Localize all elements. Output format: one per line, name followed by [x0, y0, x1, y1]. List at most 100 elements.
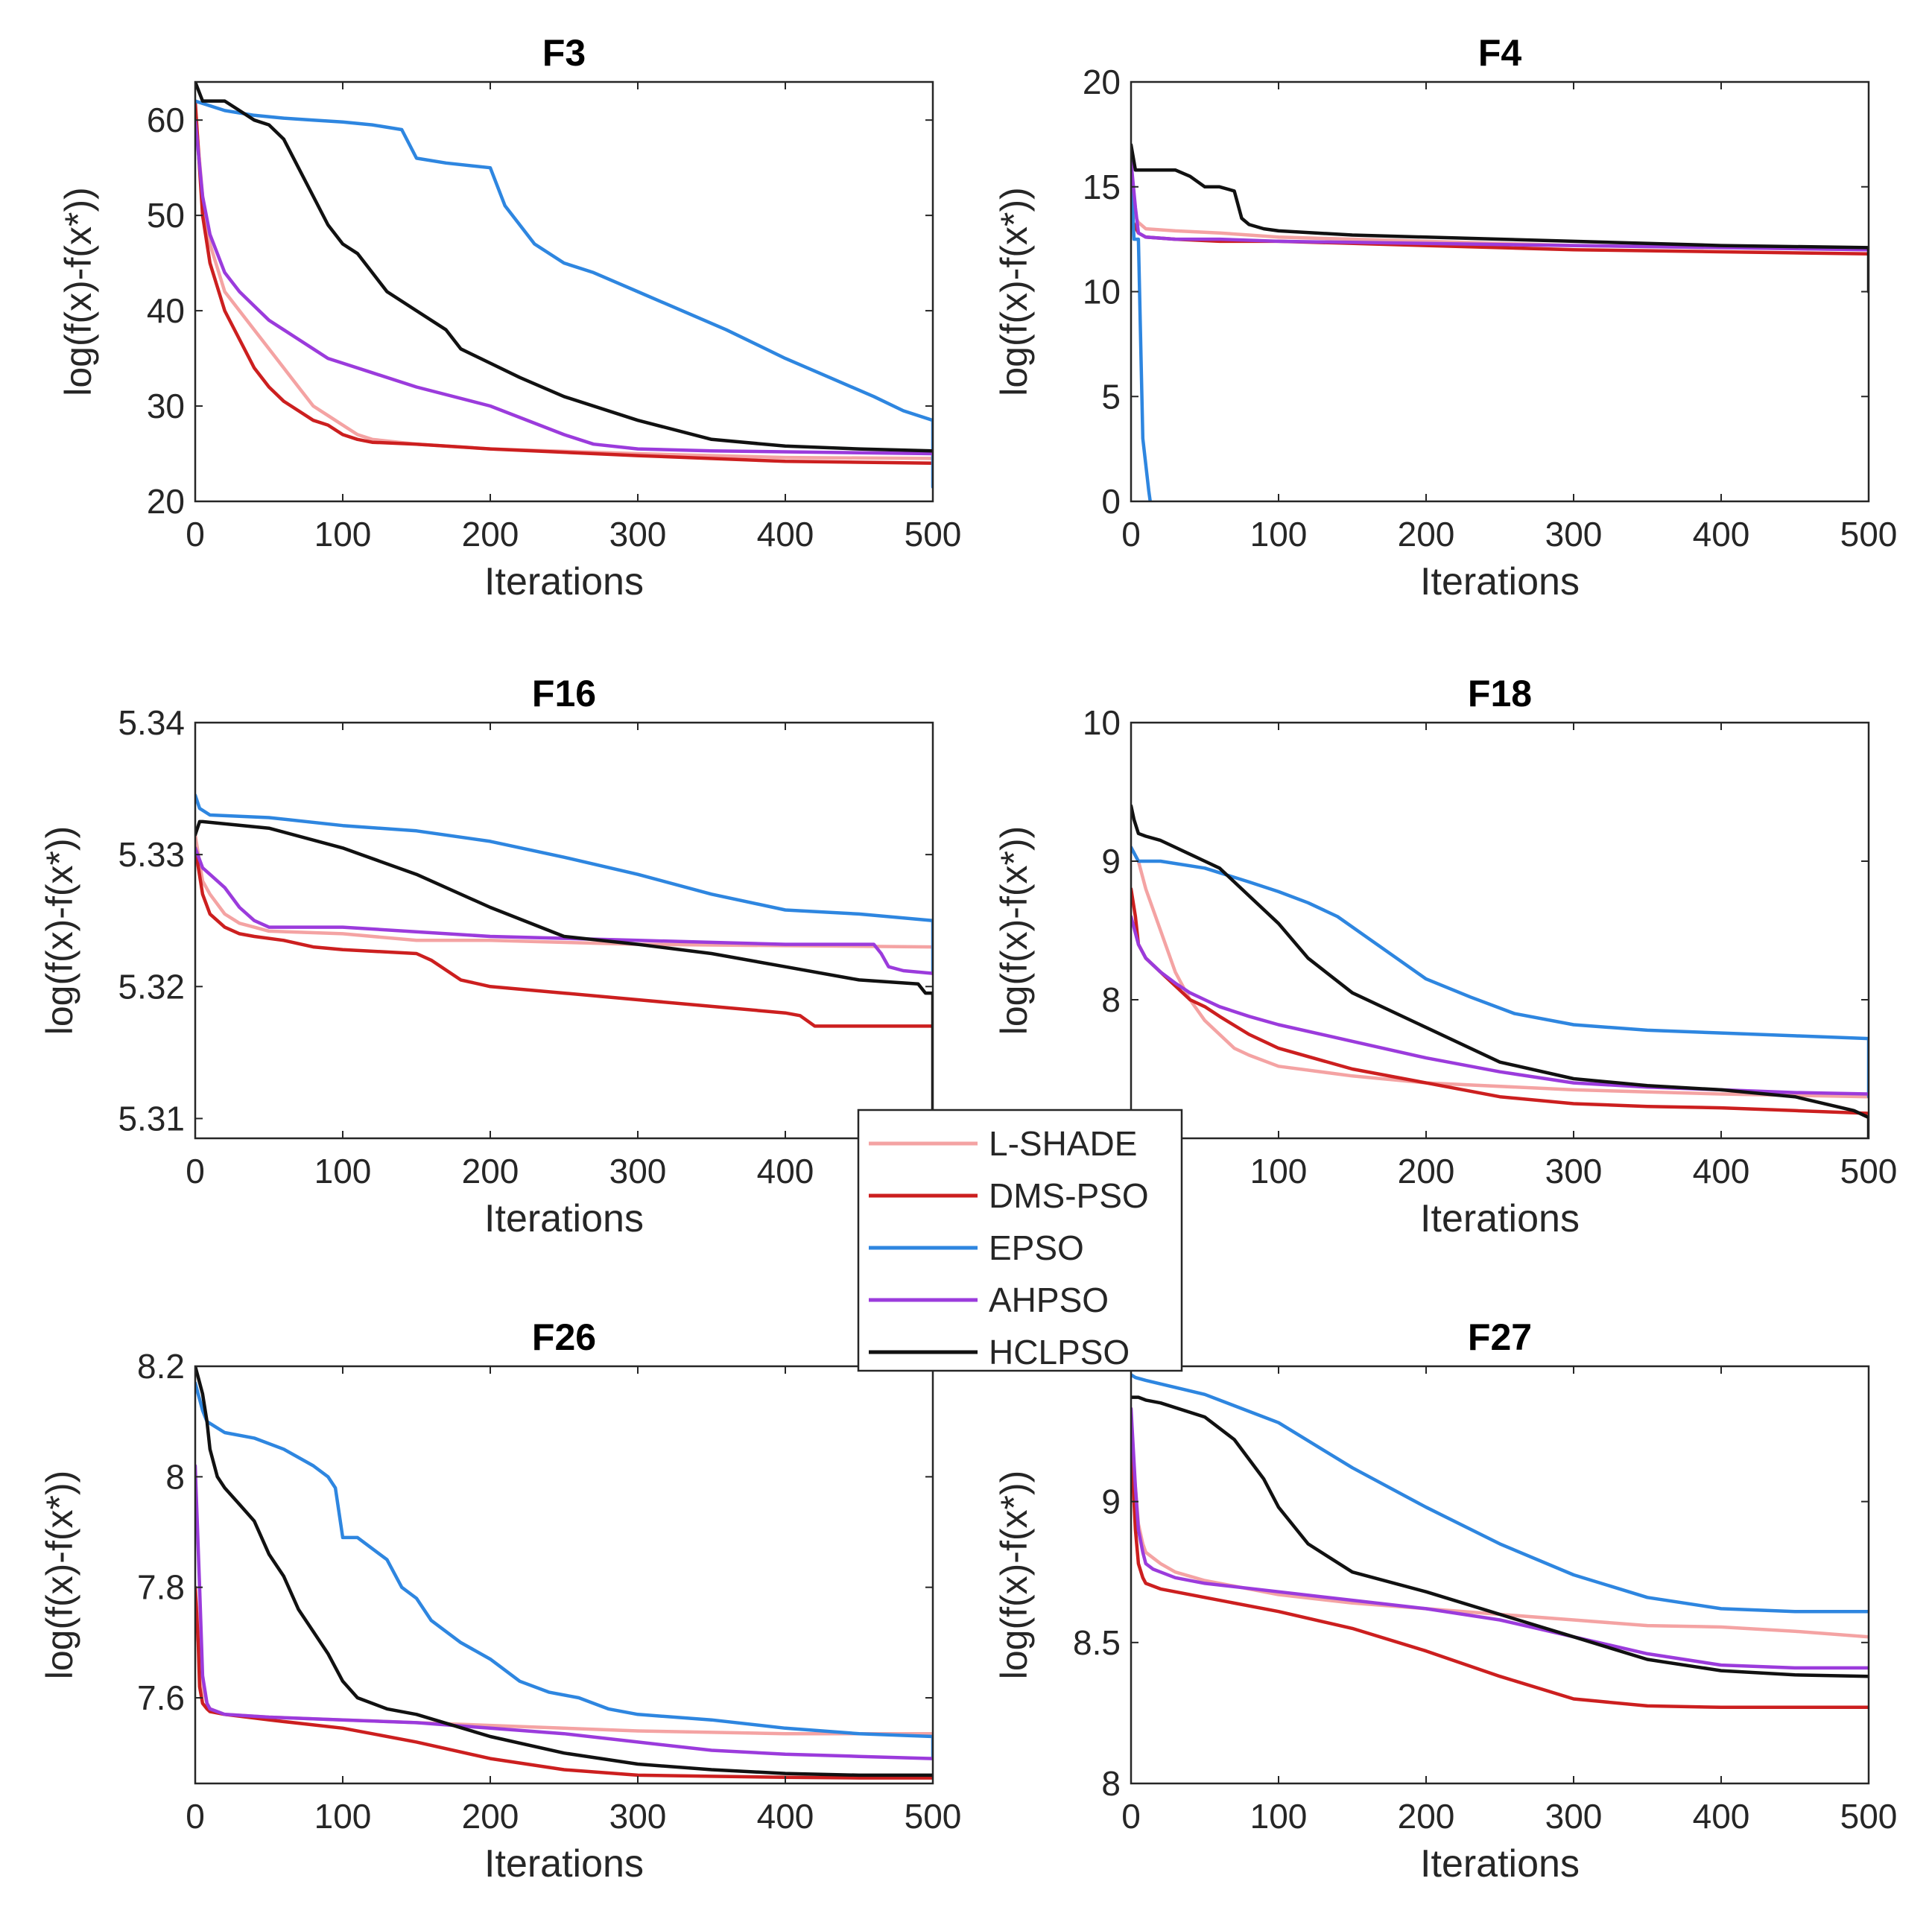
series-line-hclpso [1131, 1395, 1869, 1678]
x-tick-label: 200 [462, 515, 519, 554]
x-tick-label: 400 [1693, 1797, 1750, 1836]
chart-panel-f26: 0 100 200 300 400 500 7.6 7.8 8 8.2 F26 Iterations l… [39, 1316, 961, 1886]
x-tick-label: 300 [1545, 1797, 1603, 1836]
x-tick-label: 500 [1840, 1797, 1898, 1836]
legend-entry-dms-pso: DMS-PSO [869, 1176, 1149, 1215]
series-line-hclpso [195, 82, 933, 453]
x-tick-label: 0 [186, 1152, 205, 1190]
axes-frame [194, 721, 934, 1140]
legend-entry-hclpso: HCLPSO [869, 1333, 1130, 1371]
x-tick-label: 400 [757, 1797, 814, 1836]
series-line-epso [1131, 174, 1153, 501]
chart-title: F27 [1468, 1316, 1532, 1358]
x-tick-label: 0 [186, 515, 205, 554]
y-axis-label: log(f(x)-f(x*)) [39, 826, 80, 1036]
legend-entry-epso: EPSO [869, 1228, 1084, 1267]
chart-panel-f18: 010020030040050078910F18Iterationslog(f(… [993, 673, 1897, 1240]
y-tick-label: 8 [1101, 980, 1121, 1019]
x-axis-label: Iterations [484, 560, 644, 603]
legend-label: EPSO [989, 1228, 1084, 1267]
x-tick-label: 400 [1693, 1152, 1750, 1190]
series-lines [1131, 143, 1869, 501]
axes-frame [194, 80, 934, 503]
x-tick-label: 0 [186, 1797, 205, 1836]
y-tick-label: 7.8 [137, 1568, 185, 1607]
axes-frame [1130, 1365, 1870, 1785]
legend: L-SHADE DMS-PSO EPSO AHPSO HCLPSO [857, 1109, 1183, 1372]
series-line-hclpso [195, 819, 933, 1138]
x-tick-label: 200 [1398, 515, 1455, 554]
x-tick-label: 500 [905, 515, 962, 554]
plot-area [1131, 1366, 1869, 1783]
x-tick-label: 100 [1250, 1152, 1308, 1190]
legend-label: AHPSO [989, 1281, 1109, 1319]
series-line-epso [195, 99, 933, 489]
x-tick-label: 100 [314, 1152, 372, 1190]
chart-title: F26 [532, 1316, 596, 1358]
plot-area [1131, 723, 1869, 1138]
y-tick-label: 5.33 [118, 835, 185, 874]
y-tick-label: 9 [1101, 1482, 1121, 1521]
x-axis-label: Iterations [484, 1842, 644, 1886]
x-tick-label: 300 [1545, 515, 1603, 554]
x-axis-label: Iterations [1420, 560, 1580, 603]
series-lines [195, 82, 933, 489]
chart-panels: 0 100 200 300 400 5002030405060F3Iterationslo… [39, 32, 1897, 1886]
chart-panel-f3: 0 100 200 300 400 500 20 30 40 50 60 F3 Iterations lo… [57, 32, 961, 603]
chart-panel-f4: 0 100 200 300 400 500 0 5 10 15 20 F4 Iterations log(… [993, 32, 1897, 603]
y-axis-label: log(f(x)-f(x*)) [993, 826, 1035, 1036]
x-tick-label: 100 [314, 515, 372, 554]
plot-area [1131, 82, 1869, 501]
series-lines [1131, 1373, 1869, 1710]
plot-area [195, 82, 933, 501]
y-tick-label: 5.31 [118, 1099, 185, 1138]
y-tick-label: 40 [147, 291, 185, 330]
y-tick-label: 20 [1083, 63, 1121, 101]
y-tick-label: 10 [1083, 703, 1121, 742]
x-tick-label: 300 [609, 1152, 667, 1190]
x-tick-label: 200 [462, 1152, 519, 1190]
series-line-epso [1131, 1373, 1869, 1614]
x-axis-label: Iterations [1420, 1842, 1580, 1886]
x-tick-label: 100 [1250, 515, 1308, 554]
x-axis-label: Iterations [484, 1197, 644, 1240]
series-line-l-shade [1131, 846, 1869, 1099]
x-tick-label: 400 [757, 515, 814, 554]
series-line-epso [195, 1381, 933, 1760]
x-tick-label: 300 [609, 515, 667, 554]
legend-entry-l-shade: L-SHADE [869, 1124, 1137, 1163]
x-tick-label: 400 [757, 1152, 814, 1190]
series-line-hclpso [1131, 143, 1869, 294]
y-tick-label: 15 [1083, 168, 1121, 206]
x-tick-label: 200 [462, 1797, 519, 1836]
y-tick-label: 5.34 [118, 703, 185, 742]
y-tick-label: 20 [147, 482, 185, 521]
x-tick-label: 100 [314, 1797, 372, 1836]
x-tick-label: 300 [1545, 1152, 1603, 1190]
series-line-ahpso [1131, 159, 1869, 252]
series-line-ahpso [195, 118, 933, 456]
y-axis-label: log(f(x)-f(x*)) [993, 1471, 1035, 1680]
x-tick-label: 0 [1121, 1797, 1141, 1836]
chart-panel-f27: 0 100 200 300 400 500 8 8.5 9 F27 Iterations log(f(… [993, 1316, 1897, 1886]
chart-title: F4 [1478, 32, 1522, 74]
legend-box [857, 1109, 1183, 1372]
plot-area [195, 723, 933, 1138]
legend-entry-ahpso: AHPSO [869, 1281, 1109, 1319]
series-line-epso [1131, 846, 1869, 1099]
series-line-ahpso [1131, 1407, 1869, 1670]
series-line-ahpso [195, 1464, 933, 1760]
chart-panel-f16: 01002003004005005.315.325.335.34F16Itera… [39, 673, 961, 1240]
y-tick-label: 8.2 [137, 1347, 185, 1386]
x-tick-label: 100 [1250, 1797, 1308, 1836]
chart-title: F18 [1468, 673, 1532, 714]
y-axis-label: log(f(x)-f(x*)) [57, 187, 99, 396]
y-tick-label: 8 [165, 1457, 185, 1496]
series-line-epso [195, 793, 933, 975]
series-line-dms-pso [195, 99, 933, 466]
x-axis-label: Iterations [1420, 1197, 1580, 1240]
legend-label: HCLPSO [989, 1333, 1130, 1371]
series-line-dms-pso [1131, 1443, 1869, 1710]
x-tick-label: 200 [1398, 1152, 1455, 1190]
